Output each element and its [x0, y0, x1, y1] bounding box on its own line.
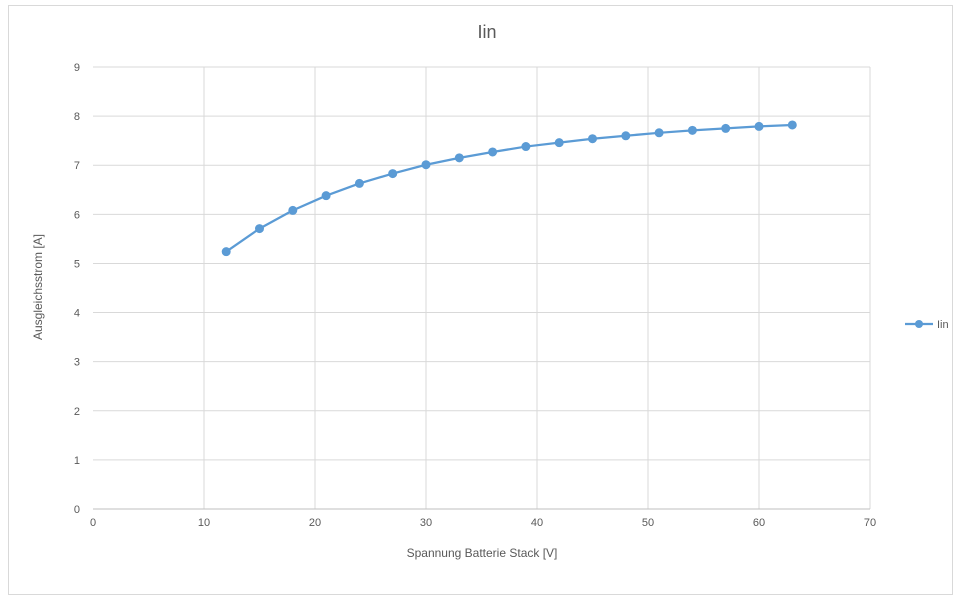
data-point — [321, 191, 331, 201]
x-tick-label: 10 — [198, 517, 210, 529]
x-axis-ticks: 0 10 20 30 40 50 60 70 — [90, 517, 876, 529]
data-point — [388, 169, 398, 179]
chart-title: Iin — [477, 22, 496, 42]
data-point — [288, 205, 298, 215]
y-tick-label: 3 — [74, 357, 80, 369]
y-tick-label: 4 — [74, 308, 80, 320]
data-point — [754, 121, 764, 131]
y-tick-label: 9 — [74, 62, 80, 74]
legend-label: Iin — [937, 319, 949, 331]
data-point — [255, 224, 264, 234]
y-tick-label: 5 — [74, 258, 80, 270]
x-tick-label: 30 — [420, 517, 432, 529]
data-point — [521, 142, 531, 152]
legend-marker — [915, 320, 923, 328]
data-point — [354, 178, 364, 188]
x-tick-label: 70 — [864, 517, 876, 529]
x-tick-label: 20 — [309, 517, 321, 529]
data-point — [554, 138, 564, 148]
data-point — [721, 123, 731, 133]
legend: Iin — [905, 319, 949, 331]
x-tick-label: 40 — [531, 517, 543, 529]
data-point — [221, 247, 231, 257]
y-tick-label: 7 — [74, 160, 80, 172]
x-tick-label: 50 — [642, 517, 654, 529]
series-line — [225, 123, 793, 253]
data-point — [787, 120, 797, 130]
y-tick-label: 0 — [74, 504, 80, 516]
y-axis-ticks: 0 1 2 3 4 5 6 7 8 9 — [74, 62, 80, 516]
data-point — [588, 134, 597, 144]
y-tick-label: 1 — [74, 455, 80, 467]
y-axis-title: Ausgleichsstrom [A] — [31, 234, 45, 340]
y-tick-label: 6 — [74, 209, 80, 221]
data-point — [421, 160, 431, 170]
data-point — [687, 125, 697, 135]
series-group — [221, 120, 797, 257]
data-point — [654, 128, 664, 138]
data-point — [488, 147, 498, 157]
x-tick-label: 60 — [753, 517, 765, 529]
grid — [93, 66, 871, 510]
chart-frame — [8, 5, 953, 595]
y-tick-label: 2 — [74, 406, 80, 418]
x-tick-label: 0 — [90, 517, 96, 529]
data-point — [454, 153, 464, 163]
data-point — [621, 131, 631, 141]
y-tick-label: 8 — [74, 111, 80, 123]
x-axis-title: Spannung Batterie Stack [V] — [407, 546, 558, 560]
